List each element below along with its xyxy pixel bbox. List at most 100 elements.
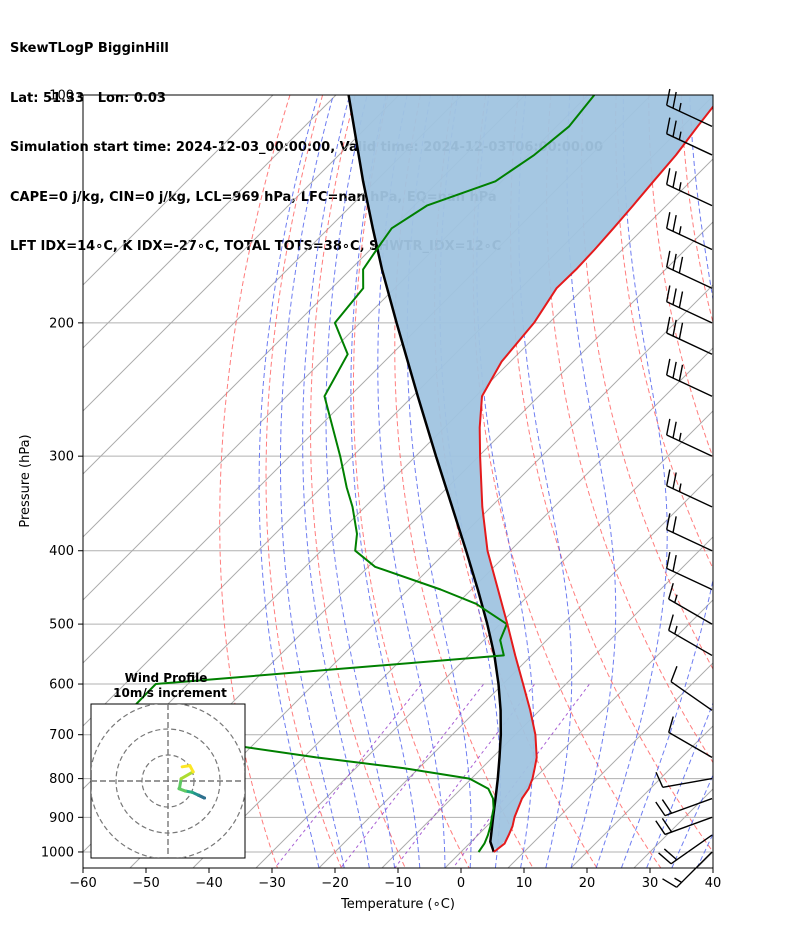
y-tick-label: 600 [49, 678, 74, 693]
barb-feather [672, 253, 677, 271]
isotherm-line [255, 410, 713, 868]
y-tick-label: 400 [49, 544, 74, 559]
barb-feather [672, 516, 677, 533]
moist-adiabat-line [377, 95, 446, 868]
dry-adiabat-line [265, 95, 342, 868]
wind-barb [665, 316, 713, 355]
barb-staff [666, 227, 713, 251]
wind-barb [665, 88, 713, 127]
barb-staff [668, 731, 713, 758]
moist-adiabat-line [518, 95, 573, 868]
barb-feather [658, 852, 672, 865]
isotherm-line [129, 284, 713, 868]
barb-feather [672, 171, 677, 188]
wind-barb [658, 834, 713, 865]
y-tick-label: 1000 [41, 845, 74, 860]
barb-staff [666, 332, 713, 355]
dry-adiabat-line [648, 95, 713, 459]
barb-feather [665, 88, 671, 106]
wind-barb [665, 469, 713, 508]
dry-adiabat-line [219, 95, 291, 868]
plot-area [83, 95, 794, 868]
barb-half-feather [674, 625, 678, 635]
wind-barb [668, 716, 713, 758]
dry-adiabat-line [680, 95, 713, 325]
y-tick-label: 800 [49, 772, 74, 787]
barb-feather [672, 120, 677, 137]
barb-half-feather [674, 877, 682, 883]
barb-staff [670, 834, 713, 865]
isotherm-line [83, 95, 337, 349]
barb-staff [666, 104, 713, 127]
y-axis-label: Pressure (hPa) [18, 434, 33, 527]
barb-feather [663, 848, 678, 861]
barb-feather [672, 472, 677, 489]
barb-feather [662, 878, 678, 888]
moist-adiabat-line [325, 95, 396, 868]
barb-feather [678, 322, 684, 340]
moist-adiabat-line [595, 95, 668, 868]
barb-staff [664, 816, 713, 836]
y-tick-label: 700 [49, 728, 74, 743]
barb-staff [662, 777, 713, 788]
x-tick-label: −30 [258, 876, 285, 891]
barb-staff [666, 374, 713, 397]
barb-feather [678, 364, 684, 382]
barb-staff [676, 851, 713, 888]
isotherm-line [696, 851, 713, 868]
barb-feather [672, 215, 677, 232]
x-tick-label: −20 [321, 876, 348, 891]
temperature-line [478, 105, 713, 853]
barb-feather [665, 285, 671, 302]
barb-feather [678, 256, 684, 274]
dry-adiabat-line [310, 95, 406, 868]
barb-feather [678, 291, 684, 308]
dry-adiabat-line [747, 95, 794, 868]
barb-half-feather [678, 483, 682, 492]
barb-staff [666, 485, 713, 508]
wind-barb [670, 666, 713, 711]
barb-feather [668, 614, 674, 631]
wind-barb [668, 583, 713, 625]
hodograph-segment [178, 777, 183, 790]
isotherm-line [318, 473, 713, 868]
y-tick-label: 500 [49, 618, 74, 633]
isotherm-line [192, 347, 713, 868]
cape-cin-shading [348, 95, 713, 849]
barb-feather [665, 358, 671, 376]
moist-adiabat-line [696, 832, 713, 868]
barb-feather [665, 168, 671, 185]
wind-barb [665, 250, 713, 289]
barb-staff [668, 629, 713, 657]
barb-staff [666, 528, 713, 552]
wind-barb [665, 552, 713, 591]
barb-staff [666, 266, 713, 289]
isotherm-line [570, 725, 713, 868]
dry-adiabat-line [615, 95, 713, 570]
title-station: SkewTLogP BigginHill [10, 41, 169, 56]
barb-feather [665, 552, 671, 569]
x-tick-label: 20 [579, 876, 596, 891]
barb-feather [665, 316, 671, 334]
barb-feather [672, 319, 677, 337]
inset-subtitle: 10m/s increment [113, 686, 227, 700]
moist-adiabat-line [646, 701, 713, 868]
barb-staff [666, 434, 713, 457]
barb-feather [672, 288, 677, 305]
barb-staff [666, 301, 713, 324]
wind-barb [655, 771, 713, 788]
barb-staff [664, 797, 713, 817]
barb-feather [665, 117, 671, 134]
barb-feather [661, 817, 673, 833]
wind-barb [665, 212, 713, 251]
wind-profile-inset: Wind Profile 10m/s increment [90, 671, 246, 859]
title-location: Lat: 51.33 Lon: 0.03 [10, 90, 166, 106]
y-tick-label: 100 [49, 89, 74, 104]
isotherm-line [507, 662, 713, 868]
moist-adiabat-line [476, 95, 535, 868]
barb-half-feather [678, 131, 682, 140]
hodograph-segment [180, 764, 192, 769]
isotherm-line [760, 95, 794, 868]
barb-feather [665, 250, 671, 268]
